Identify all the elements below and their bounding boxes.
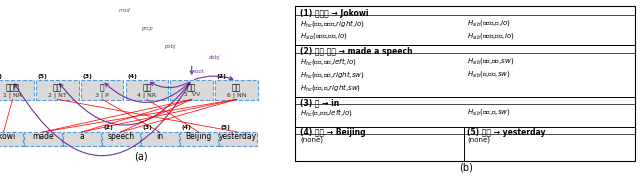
Text: (4): (4) [181,125,191,130]
Text: in: in [156,132,163,141]
Text: $H_{hc}$(发表,昨天,$\mathit{right}$,$\mathit{sw}$): $H_{hc}$(发表,昨天,$\mathit{right}$,$\mathit… [300,69,365,80]
Text: $H_{hc}$(发表,讲话,$\mathit{left}$,$\mathit{io}$): $H_{hc}$(发表,讲话,$\mathit{left}$,$\mathit{… [300,56,356,67]
Text: (1): (1) [0,74,3,79]
FancyBboxPatch shape [81,80,124,100]
Text: 1 | NR: 1 | NR [3,92,22,98]
Text: 北京: 北京 [142,83,152,92]
Text: $H_{sib}$(佐科威,在,$\mathit{io}$): $H_{sib}$(佐科威,在,$\mathit{io}$) [467,18,511,28]
Text: 讲话: 讲话 [232,83,241,92]
Text: 昨天: 昨天 [52,83,62,92]
FancyBboxPatch shape [63,132,100,146]
Text: (a): (a) [134,151,148,161]
Text: (2): (2) [216,74,227,79]
Text: 发表: 发表 [187,83,196,92]
FancyBboxPatch shape [141,132,179,146]
Text: $H_{hc}$(发表,在,$\mathit{right}$,$\mathit{sw}$): $H_{hc}$(发表,在,$\mathit{right}$,$\mathit{… [300,82,361,93]
Text: 4 | NR: 4 | NR [138,92,157,98]
Text: speech: speech [107,132,134,141]
Text: Jokowi: Jokowi [0,132,16,141]
FancyBboxPatch shape [215,80,258,100]
FancyArrowPatch shape [105,82,189,102]
FancyBboxPatch shape [219,132,257,146]
Text: 5  VV: 5 VV [184,92,200,98]
Text: (5): (5) [220,125,230,130]
Text: made: made [32,132,53,141]
FancyBboxPatch shape [36,80,79,100]
Text: dobj: dobj [209,55,220,60]
Text: 2 | NT: 2 | NT [48,92,67,98]
FancyBboxPatch shape [24,132,61,146]
Text: (4): (4) [127,74,137,79]
Text: $H_{sib}$(昨天,在,$\mathit{sw}$): $H_{sib}$(昨天,在,$\mathit{sw}$) [467,107,511,117]
Text: (1) 佐科威 → Jokowi: (1) 佐科威 → Jokowi [300,9,369,18]
Text: $H_{hc}$(在,北京,$\mathit{left}$,$\mathit{io}$): $H_{hc}$(在,北京,$\mathit{left}$,$\mathit{i… [300,107,353,118]
FancyBboxPatch shape [0,132,22,146]
Text: root: root [194,69,205,74]
Text: (none): (none) [300,137,323,143]
Text: pobj: pobj [164,44,175,49]
Text: 佐科威: 佐科威 [6,83,19,92]
FancyArrowPatch shape [150,82,189,88]
Text: (5): (5) [37,74,47,79]
FancyBboxPatch shape [0,80,34,100]
Text: (b): (b) [459,163,472,173]
Text: 6 | NN: 6 | NN [227,92,246,98]
Text: a: a [79,132,84,141]
FancyBboxPatch shape [170,80,213,100]
FancyBboxPatch shape [125,80,168,100]
Text: (3): (3) [142,125,152,130]
Text: $H_{sib}$(佐科威,讲话,$\mathit{io}$): $H_{sib}$(佐科威,讲话,$\mathit{io}$) [467,31,515,41]
Text: 在: 在 [100,83,104,92]
Text: Beijing: Beijing [186,132,212,141]
Text: $H_{hc}$(发表,佐科威,$\mathit{right}$,$\mathit{io}$): $H_{hc}$(发表,佐科威,$\mathit{right}$,$\mathi… [300,18,365,29]
FancyBboxPatch shape [102,132,140,146]
Text: yesterday: yesterday [219,132,257,141]
Text: (5) 昨天 → yesterday: (5) 昨天 → yesterday [467,128,546,137]
Text: $H_{sib}$(佐科威,昨天,$\mathit{io}$): $H_{sib}$(佐科威,昨天,$\mathit{io}$) [300,31,348,41]
Text: mod: mod [118,8,131,13]
Text: (4) 北京 → Beijing: (4) 北京 → Beijing [300,128,365,137]
Text: (none): (none) [467,137,490,143]
Text: (3) 在 → in: (3) 在 → in [300,98,339,107]
FancyArrowPatch shape [195,76,233,80]
Text: 3 | P: 3 | P [95,92,109,98]
Text: (2): (2) [103,125,113,130]
Text: $H_{sib}$(在,讲话,$\mathit{sw}$): $H_{sib}$(在,讲话,$\mathit{sw}$) [467,69,511,79]
Text: (3): (3) [82,74,92,79]
FancyBboxPatch shape [180,132,218,146]
FancyArrowPatch shape [60,83,190,125]
Text: (2) 发表 讲话 → made a speech: (2) 发表 讲话 → made a speech [300,47,413,56]
Text: prcp: prcp [141,26,153,31]
Text: $H_{sib}$(昨天,讲话,$\mathit{sw}$): $H_{sib}$(昨天,讲话,$\mathit{sw}$) [467,56,515,66]
FancyArrowPatch shape [15,83,190,156]
